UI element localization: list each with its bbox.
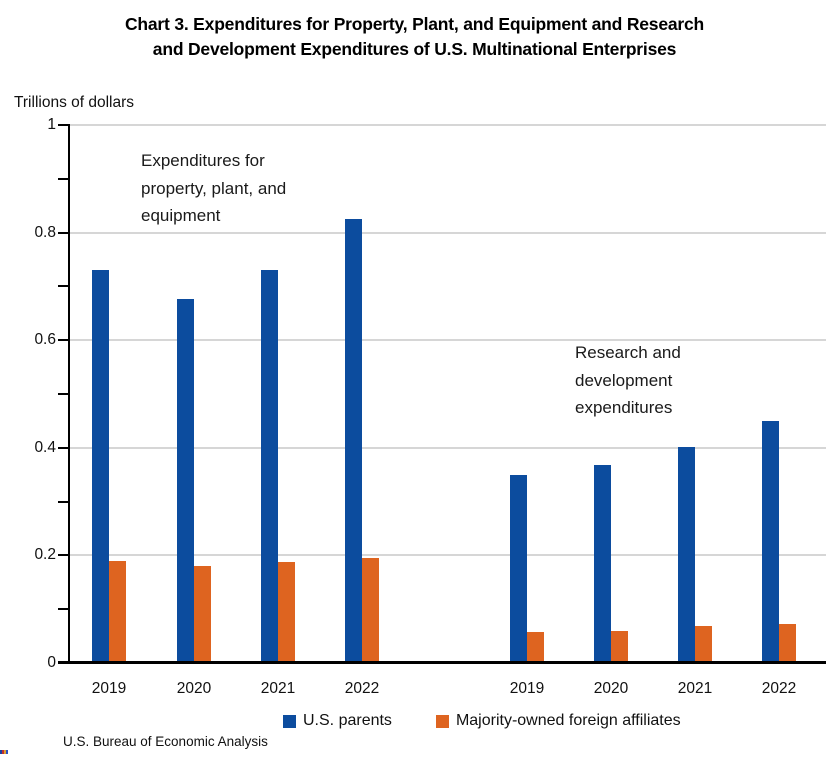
bar-us-parents-rnd-2019 <box>510 475 527 663</box>
legend-swatch-orange-icon <box>435 714 449 728</box>
x-axis-label-ppe-2021: 2021 <box>260 680 296 697</box>
gridline-1 <box>70 124 826 126</box>
y-axis-tick <box>58 608 70 611</box>
bar-us-parents-rnd-2020 <box>594 465 611 663</box>
annotation-rnd: Research and development expenditures <box>575 339 681 422</box>
legend-swatch-blue-icon <box>283 714 296 728</box>
bar-mofa-ppe-2019 <box>109 560 126 663</box>
gridline-0.6 <box>70 339 826 342</box>
corner-artifact <box>0 750 8 754</box>
y-axis-tick <box>58 339 70 342</box>
annotation-rnd-line3: expenditures <box>575 398 673 417</box>
chart-title-line1: Chart 3. Expenditures for Property, Plan… <box>124 14 705 34</box>
bar-pair-rnd-2021 <box>678 125 712 663</box>
bar-pair-ppe-2022 <box>345 125 379 663</box>
x-axis-label-ppe-2019: 2019 <box>91 680 127 697</box>
bar-us-parents-ppe-2021 <box>261 270 278 663</box>
y-axis-tick <box>58 500 70 503</box>
bar-mofa-rnd-2019 <box>527 632 544 663</box>
plot-area: Expenditures for property, plant, and eq… <box>34 116 826 697</box>
legend-item-us-parents: U.S. parents <box>283 712 392 730</box>
y-axis-tick <box>58 285 70 288</box>
gridline-0.8 <box>70 231 826 234</box>
legend-label-mofa: Majority-owned foreign affiliates <box>455 712 681 729</box>
bar-pair-rnd-2020 <box>594 125 628 663</box>
bar-mofa-rnd-2020 <box>611 630 628 663</box>
y-axis-label-0.8: 0.8 <box>34 223 56 241</box>
gridline-0.2 <box>70 554 826 557</box>
x-axis-label-rnd-2019: 2019 <box>509 680 545 697</box>
bar-mofa-ppe-2021 <box>278 562 295 663</box>
source-note: U.S. Bureau of Economic Analysis <box>63 734 268 749</box>
corner-artifact-segment <box>4 750 6 754</box>
y-axis-label-1: 1 <box>47 116 56 133</box>
x-axis-label-rnd-2022: 2022 <box>761 680 797 697</box>
bar-pair-rnd-2019 <box>510 125 544 663</box>
y-axis-tick <box>58 446 70 449</box>
y-axis-label-0.6: 0.6 <box>34 331 56 349</box>
corner-artifact-segment <box>2 750 4 754</box>
chart-title: Chart 3. Expenditures for Property, Plan… <box>0 12 829 62</box>
y-axis-label-0: 0 <box>47 654 56 671</box>
annotation-ppe: Expenditures for property, plant, and eq… <box>141 147 286 230</box>
bar-pair-ppe-2020 <box>177 125 211 663</box>
bar-mofa-rnd-2021 <box>695 626 712 663</box>
legend-item-mofa: Majority-owned foreign affiliates <box>435 712 681 730</box>
bar-mofa-rnd-2022 <box>779 624 796 663</box>
annotation-ppe-line3: equipment <box>141 206 221 225</box>
x-axis-label-ppe-2020: 2020 <box>176 680 212 697</box>
annotation-ppe-line2: property, plant, and <box>141 178 287 198</box>
gridline-0.4 <box>70 446 826 449</box>
annotation-ppe-line1: Expenditures for <box>141 151 265 170</box>
bar-mofa-ppe-2022 <box>362 557 379 663</box>
y-axis-tick <box>58 177 70 180</box>
annotation-rnd-line1: Research and <box>575 343 681 362</box>
y-axis-tick <box>58 554 70 557</box>
bar-mofa-ppe-2020 <box>194 566 211 663</box>
corner-artifact-segment <box>0 750 2 754</box>
x-axis-label-rnd-2021: 2021 <box>677 680 713 697</box>
y-axis-tick <box>58 393 70 395</box>
legend-label-us-parents: U.S. parents <box>303 712 392 729</box>
bar-us-parents-ppe-2022 <box>345 218 362 663</box>
y-axis-label-0.4: 0.4 <box>34 438 56 456</box>
bar-us-parents-ppe-2019 <box>92 269 109 663</box>
annotation-rnd-line2: development <box>575 370 673 390</box>
bar-pair-ppe-2021 <box>261 125 295 663</box>
bar-pair-ppe-2019 <box>92 125 126 663</box>
chart-title-line2: and Development Expenditures of U.S. Mul… <box>152 39 677 59</box>
bar-us-parents-rnd-2021 <box>678 446 695 663</box>
legend: U.S. parents Majority-owned foreign affi… <box>283 712 681 730</box>
x-axis-label-rnd-2020: 2020 <box>593 680 629 697</box>
bar-pair-rnd-2022 <box>762 125 796 663</box>
bar-us-parents-ppe-2020 <box>177 299 194 663</box>
corner-artifact-segment <box>6 750 8 754</box>
y-axis-label-0.2: 0.2 <box>34 546 56 564</box>
x-axis-label-ppe-2022: 2022 <box>344 680 380 697</box>
x-axis-line <box>58 661 826 664</box>
y-axis-title: Trillions of dollars <box>14 94 135 111</box>
y-axis-tick <box>58 231 70 234</box>
y-axis-tick <box>58 124 70 126</box>
bar-us-parents-rnd-2022 <box>762 420 779 663</box>
